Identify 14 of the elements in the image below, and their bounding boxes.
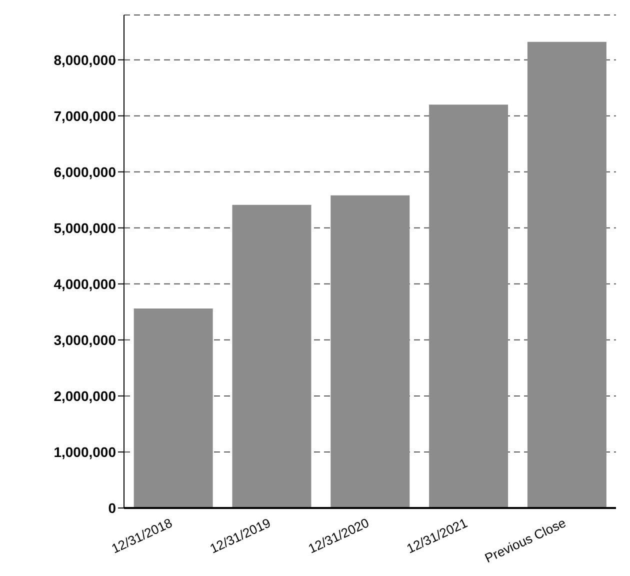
bar [330,195,410,508]
y-tick-label: 3,000,000 [54,332,116,348]
bar [232,204,312,508]
y-tick-label: 6,000,000 [54,164,116,180]
y-tick-label: 8,000,000 [54,52,116,68]
y-tick-label: 0 [108,500,116,516]
y-tick-label: 2,000,000 [54,388,116,404]
y-tick-label: 1,000,000 [54,444,116,460]
bar [429,104,508,508]
bar [134,308,213,508]
y-tick-label: 4,000,000 [54,276,116,292]
y-tick-label: 7,000,000 [54,108,116,124]
bar [527,42,606,508]
y-tick-label: 5,000,000 [54,220,116,236]
